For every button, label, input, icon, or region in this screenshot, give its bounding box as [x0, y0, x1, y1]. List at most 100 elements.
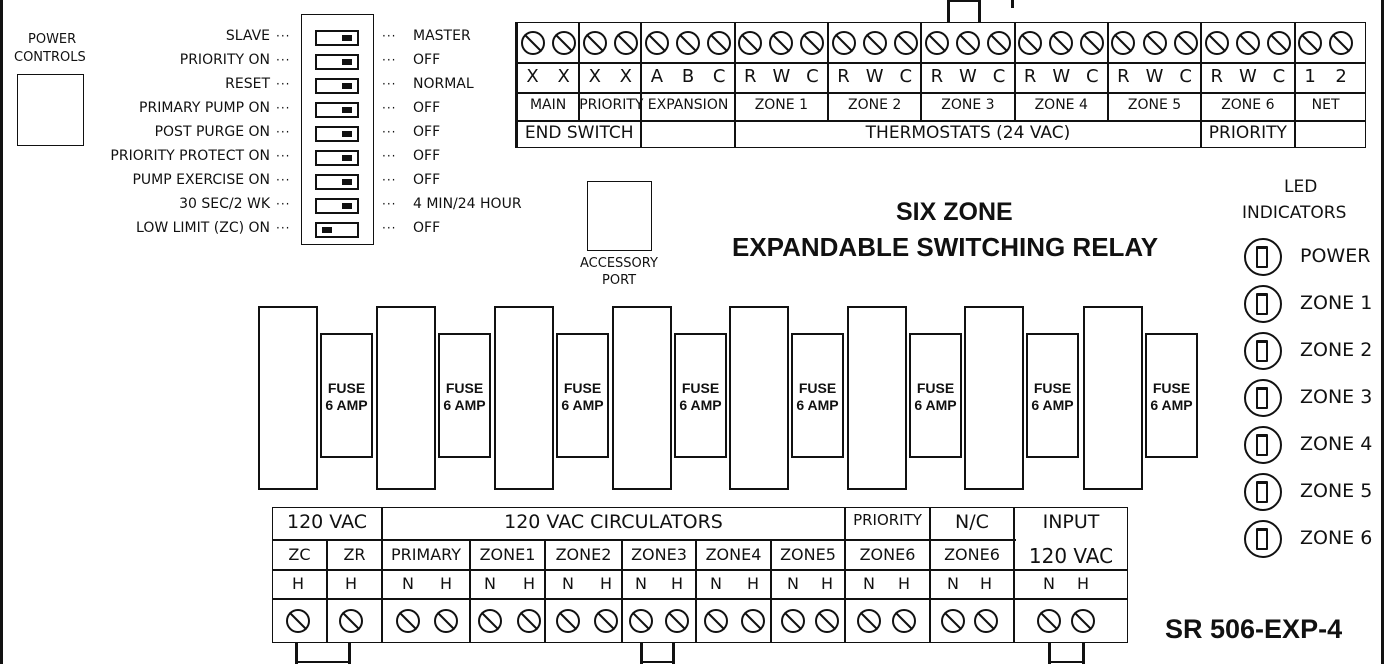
top-terminal-letter: C: [1272, 66, 1286, 87]
top-bottom-divider: [733, 120, 736, 148]
top-terminal-screw[interactable]: [1204, 31, 1229, 55]
top-terminal-screw[interactable]: [987, 31, 1012, 55]
top-terminal-screw[interactable]: [551, 31, 576, 55]
top-terminal-letter: C: [1086, 66, 1099, 87]
top-grid-line: [515, 62, 1366, 64]
bottom-pin-label: N: [863, 574, 875, 593]
bottom-terminal-screw[interactable]: [594, 609, 618, 633]
bottom-terminal-screw[interactable]: [478, 609, 502, 633]
fuse-3[interactable]: FUSE 6 AMP: [556, 333, 609, 458]
bottom-terminal-screw[interactable]: [629, 609, 653, 633]
bottom-terminal-screw[interactable]: [434, 609, 458, 633]
top-grid-line: [515, 120, 1366, 122]
top-terminal-screw[interactable]: [1329, 31, 1354, 55]
bottom-terminal-screw[interactable]: [781, 609, 805, 633]
top-terminal-screw[interactable]: [955, 31, 980, 55]
dip-switch-7[interactable]: [315, 174, 359, 190]
top-wire-join: [947, 0, 981, 2]
top-terminal-screw[interactable]: [1111, 31, 1136, 55]
top-terminal-screw[interactable]: [1173, 31, 1198, 55]
top-terminal-screw[interactable]: [1266, 31, 1291, 55]
bottom-terminal-screw[interactable]: [286, 609, 310, 633]
bottom-terminal-screw[interactable]: [556, 609, 580, 633]
bottom-pin-label: H: [1076, 574, 1090, 593]
relay-6: [847, 306, 907, 490]
top-terminal-screw[interactable]: [1298, 31, 1323, 55]
bottom-terminal-screw[interactable]: [892, 609, 916, 633]
top-terminal-screw[interactable]: [862, 31, 887, 55]
bottom-terminal-screw[interactable]: [974, 609, 998, 633]
top-terminal-letter: C: [712, 66, 726, 87]
bottom-terminal-screw[interactable]: [857, 609, 881, 633]
dip-switch-1[interactable]: [315, 30, 359, 46]
fuse-7[interactable]: FUSE 6 AMP: [1026, 333, 1079, 458]
thermostats-label: THERMOSTATS (24 VAC): [865, 123, 1071, 143]
top-terminal-screw[interactable]: [738, 31, 763, 55]
dip-switch-knob: [342, 59, 352, 65]
top-terminal-letter: 1: [1304, 66, 1316, 87]
bottom-terminal-screw[interactable]: [517, 609, 541, 633]
top-terminal-letter: C: [992, 66, 1006, 87]
fuse-1[interactable]: FUSE 6 AMP: [320, 333, 373, 458]
bottom-pin-label: H: [897, 574, 911, 593]
bottom-terminal-screw[interactable]: [1037, 609, 1061, 633]
bottom-terminal-screw[interactable]: [941, 609, 965, 633]
bottom-terminal-screw[interactable]: [665, 609, 689, 633]
bottom-terminal-screw[interactable]: [741, 609, 765, 633]
top-terminal-letter: X: [526, 66, 539, 87]
bottom-pin-label: N: [484, 574, 496, 593]
fuse-6[interactable]: FUSE 6 AMP: [909, 333, 962, 458]
top-terminal-screw[interactable]: [613, 31, 638, 55]
bottom-terminal-screw[interactable]: [815, 609, 839, 633]
bottom-grid-line: [272, 569, 1128, 571]
top-terminal-screw[interactable]: [707, 31, 732, 55]
bottom-wire-join: [640, 661, 675, 663]
dip-switch-6[interactable]: [315, 150, 359, 166]
bottom-group-divider: [326, 539, 328, 643]
dip-switch-9[interactable]: [315, 222, 359, 238]
fuse-label-line2: 6 AMP: [1031, 397, 1074, 413]
top-terminal-screw[interactable]: [1235, 31, 1260, 55]
bottom-pin-label: H: [439, 574, 453, 593]
top-terminal-screw[interactable]: [924, 31, 949, 55]
dip-switch-4[interactable]: [315, 102, 359, 118]
bottom-terminal-screw[interactable]: [1071, 609, 1095, 633]
dip-switch-8[interactable]: [315, 198, 359, 214]
top-terminal-screw[interactable]: [1080, 31, 1105, 55]
fuse-label-line2: 6 AMP: [443, 397, 486, 413]
top-terminal-letter: W: [1052, 66, 1071, 87]
dip-switch-2[interactable]: [315, 54, 359, 70]
top-terminal-screw[interactable]: [520, 31, 545, 55]
fuse-4[interactable]: FUSE 6 AMP: [674, 333, 727, 458]
board-left-edge: [0, 0, 3, 664]
power-controls-button[interactable]: [17, 74, 84, 146]
top-terminal-screw[interactable]: [1049, 31, 1074, 55]
top-terminal-screw[interactable]: [1142, 31, 1167, 55]
bottom-terminal-screw[interactable]: [339, 609, 363, 633]
bottom-terminal-screw[interactable]: [704, 609, 728, 633]
bottom-terminal-screw[interactable]: [396, 609, 420, 633]
dip-switch-5[interactable]: [315, 126, 359, 142]
fuse-2[interactable]: FUSE 6 AMP: [438, 333, 491, 458]
top-terminal-screw[interactable]: [582, 31, 607, 55]
bottom-wire: [1048, 643, 1051, 664]
model-number: SR 506-EXP-4: [1165, 614, 1343, 644]
top-terminal-letter: 2: [1335, 66, 1347, 87]
top-terminal-letter: X: [619, 66, 633, 87]
top-group-divider: [516, 22, 518, 122]
top-terminal-screw[interactable]: [800, 31, 825, 55]
bottom-pin-label: H: [979, 574, 993, 593]
relay-8: [1083, 306, 1143, 490]
top-terminal-screw[interactable]: [1018, 31, 1043, 55]
top-terminal-screw[interactable]: [676, 31, 701, 55]
top-terminal-screw[interactable]: [893, 31, 918, 55]
fuse-8[interactable]: FUSE 6 AMP: [1145, 333, 1198, 458]
top-terminal-screw[interactable]: [831, 31, 856, 55]
relay-2: [376, 306, 436, 490]
fuse-5[interactable]: FUSE 6 AMP: [791, 333, 844, 458]
top-terminal-screw[interactable]: [644, 31, 669, 55]
top-terminal-screw[interactable]: [769, 31, 794, 55]
accessory-port[interactable]: [587, 181, 652, 251]
dip-switch-3[interactable]: [315, 78, 359, 94]
